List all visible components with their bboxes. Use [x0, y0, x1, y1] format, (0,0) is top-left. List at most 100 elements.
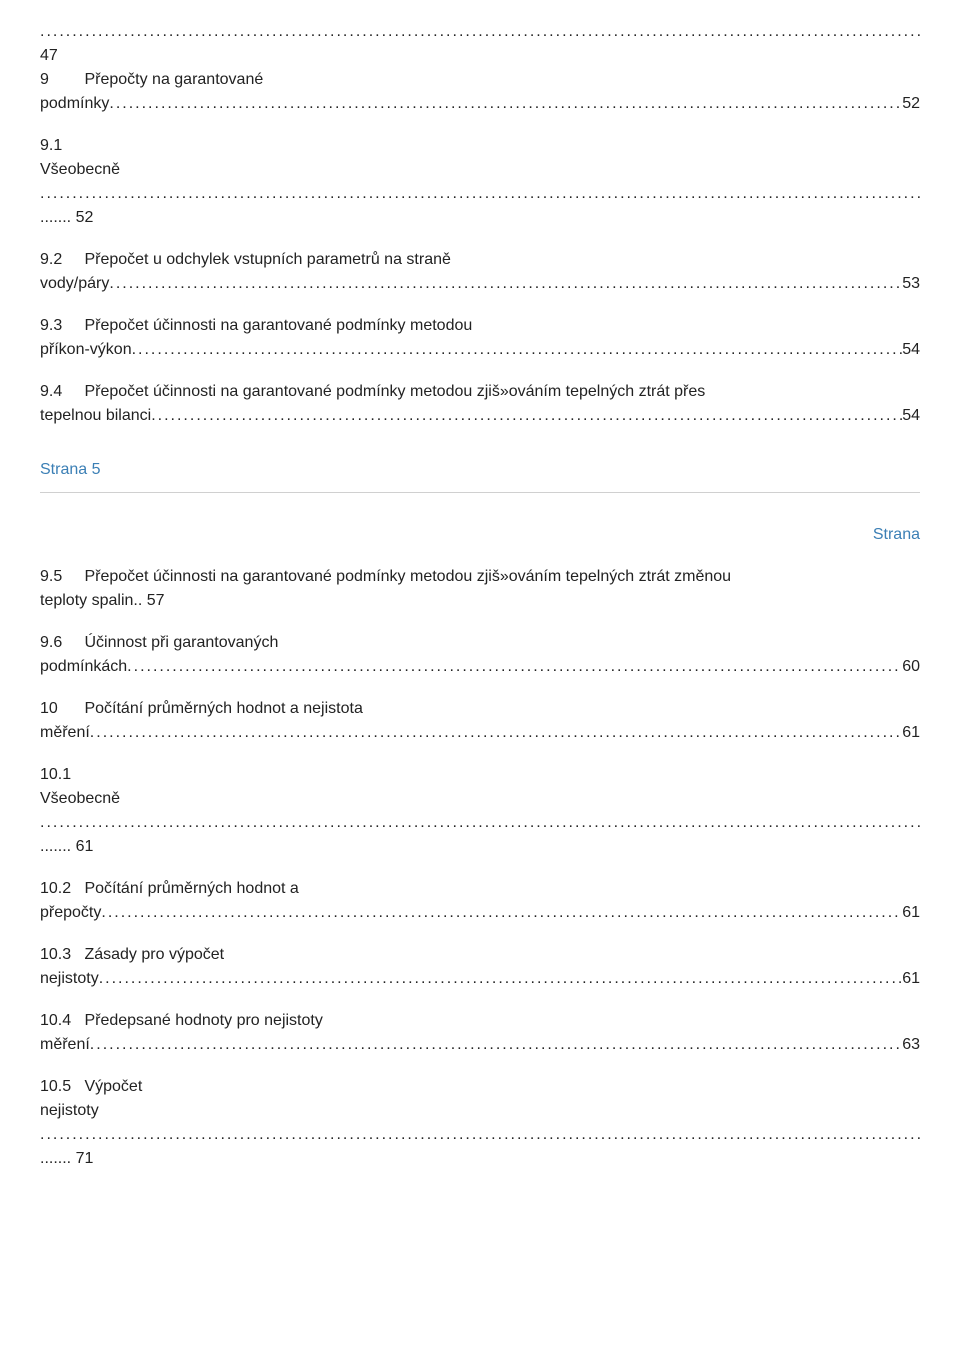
toc-entry-line1: 9.4 Přepočet účinnosti na garantované po…: [40, 380, 920, 404]
toc-entry: 10.1 Všeobecně..........................…: [40, 763, 920, 859]
toc-entry-cont: přepočty: [40, 901, 101, 925]
toc-entry-title: Zásady pro výpočet: [84, 946, 224, 963]
toc-entry-line1: 10.1: [40, 763, 920, 787]
toc-entry-page: ....... 71: [40, 1147, 920, 1171]
toc-entry-line1: 10.4 Předepsané hodnoty pro nejistoty: [40, 1009, 920, 1033]
toc-entry-number: 10.4: [40, 1009, 80, 1033]
toc-entry-title: Přepočet účinnosti na garantované podmín…: [84, 383, 705, 400]
toc-entry-title: Účinnost při garantovaných: [84, 634, 278, 651]
toc-entry: 9.1 Všeobecně...........................…: [40, 134, 920, 230]
toc-dots: ........................................…: [127, 655, 902, 679]
toc-entry-cont: tepelnou bilanci: [40, 404, 151, 428]
toc-entry-line1: 9 Přepočty na garantované: [40, 68, 920, 92]
toc-entry-page: 61: [902, 967, 920, 991]
toc-entry-cont: Všeobecně: [40, 787, 920, 811]
toc-entry-line2: teploty spalin.. 57: [40, 589, 920, 613]
toc-entry-cont: nejistoty: [40, 967, 99, 991]
toc-entry: 10.2 Počítání průměrných hodnot apřepočt…: [40, 877, 920, 925]
toc-entry-page: 54: [902, 338, 920, 362]
toc-entry-line1: 9.6 Účinnost při garantovaných: [40, 631, 920, 655]
toc-entry: 10.4 Předepsané hodnoty pro nejistotyměř…: [40, 1009, 920, 1057]
toc-entry-cont: vody/páry: [40, 272, 109, 296]
toc-entry-line1: 10 Počítání průměrných hodnot a nejistot…: [40, 697, 920, 721]
toc-entry-cont: příkon-výkon: [40, 338, 132, 362]
page-break-label: Strana 5: [40, 458, 920, 482]
toc-entry-cont: měření: [40, 1033, 90, 1057]
toc-entry: 9 Přepočty na garantovanépodmínky.......…: [40, 68, 920, 116]
toc-dots: ........................................…: [101, 901, 902, 925]
toc-dots: ........................................…: [99, 967, 903, 991]
toc-entry: 9.3 Přepočet účinnosti na garantované po…: [40, 314, 920, 362]
toc-entry-number: 10: [40, 697, 80, 721]
toc-entry-number: 10.1: [40, 763, 80, 787]
toc-entry-title: Počítání průměrných hodnot a nejistota: [84, 700, 362, 717]
toc-entry-cont: podmínky: [40, 92, 109, 116]
toc-dots: ........................................…: [109, 272, 902, 296]
toc-entry: 9.6 Účinnost při garantovanýchpodmínkách…: [40, 631, 920, 679]
toc-entry-line2: vody/páry...............................…: [40, 272, 920, 296]
toc-dots: ........................................…: [151, 404, 902, 428]
toc-entry-title: Přepočty na garantované: [84, 71, 263, 88]
toc-entry-line2: měření..................................…: [40, 721, 920, 745]
toc-entry-title: Přepočet účinnosti na garantované podmín…: [84, 317, 472, 334]
toc-entry-page: 53: [902, 272, 920, 296]
toc-entry-number: 9.1: [40, 134, 80, 158]
toc-entry-title: Výpočet: [84, 1078, 142, 1095]
toc-entry-number: 10.5: [40, 1075, 80, 1099]
top-page-ref: 47: [40, 44, 920, 68]
toc-dots: ........................................…: [90, 721, 902, 745]
toc-entry-page: 60: [902, 655, 920, 679]
toc-entry-number: 9.6: [40, 631, 80, 655]
toc-entry-page: 54: [902, 404, 920, 428]
toc-entry-line1: 9.3 Přepočet účinnosti na garantované po…: [40, 314, 920, 338]
toc-entry-page: 52: [902, 92, 920, 116]
toc-entry: 9.5 Přepočet účinnosti na garantované po…: [40, 565, 920, 613]
toc-entry-line1: 10.5 Výpočet: [40, 1075, 920, 1099]
toc-entry-cont: měření: [40, 721, 90, 745]
toc-entry: 10 Počítání průměrných hodnot a nejistot…: [40, 697, 920, 745]
toc-entry-line1: 9.2 Přepočet u odchylek vstupních parame…: [40, 248, 920, 272]
toc-entry-cont: podmínkách: [40, 655, 127, 679]
toc-entry-number: 9.5: [40, 565, 80, 589]
toc-dots: ........................................…: [90, 1033, 902, 1057]
toc-entry: 9.2 Přepočet u odchylek vstupních parame…: [40, 248, 920, 296]
toc-entry-page: 61: [902, 721, 920, 745]
toc-entry-page: 63: [902, 1033, 920, 1057]
toc-entry: 10.5 Výpočetnejistoty...................…: [40, 1075, 920, 1171]
toc-entry-line2: nejistoty...............................…: [40, 967, 920, 991]
toc-dotted-line: ........................................…: [40, 811, 920, 835]
toc-dotted-line: ........................................…: [40, 1123, 920, 1147]
toc-entry-cont: Všeobecně: [40, 158, 920, 182]
toc-dots: ........................................…: [109, 92, 902, 116]
column-header-strana: Strana: [40, 523, 920, 547]
toc-entry-line2: podmínky................................…: [40, 92, 920, 116]
divider: [40, 492, 920, 493]
toc-entry-line1: 9.1: [40, 134, 920, 158]
toc-entry-page: ....... 61: [40, 835, 920, 859]
toc-entry-line1: 10.3 Zásady pro výpočet: [40, 943, 920, 967]
toc-dotted-line: ........................................…: [40, 182, 920, 206]
toc-entry-number: 9.4: [40, 380, 80, 404]
toc-entry-number: 10.3: [40, 943, 80, 967]
toc-entry-line2: příkon-výkon............................…: [40, 338, 920, 362]
toc-entry-title: Předepsané hodnoty pro nejistoty: [84, 1012, 322, 1029]
toc-entry-title: Přepočet účinnosti na garantované podmín…: [84, 568, 731, 585]
toc-dots: ........................................…: [132, 338, 903, 362]
toc-entry: 10.3 Zásady pro výpočetnejistoty........…: [40, 943, 920, 991]
toc-section-a: 9 Přepočty na garantovanépodmínky.......…: [40, 68, 920, 428]
toc-entry-line2: tepelnou bilanci........................…: [40, 404, 920, 428]
toc-entry-title: Počítání průměrných hodnot a: [84, 880, 298, 897]
toc-entry-line2: podmínkách..............................…: [40, 655, 920, 679]
toc-entry-line1: 10.2 Počítání průměrných hodnot a: [40, 877, 920, 901]
toc-entry-title: Přepočet u odchylek vstupních parametrů …: [84, 251, 450, 268]
toc-entry-number: 9.3: [40, 314, 80, 338]
toc-entry-cont: nejistoty: [40, 1099, 920, 1123]
toc-entry-line2: přepočty................................…: [40, 901, 920, 925]
toc-entry-line2: měření..................................…: [40, 1033, 920, 1057]
toc-entry: 9.4 Přepočet účinnosti na garantované po…: [40, 380, 920, 428]
toc-entry-number: 9: [40, 68, 80, 92]
toc-entry-number: 9.2: [40, 248, 80, 272]
toc-entry-page: 61: [902, 901, 920, 925]
top-dotted-line: ........................................…: [40, 20, 920, 44]
toc-section-b: 9.5 Přepočet účinnosti na garantované po…: [40, 565, 920, 1171]
